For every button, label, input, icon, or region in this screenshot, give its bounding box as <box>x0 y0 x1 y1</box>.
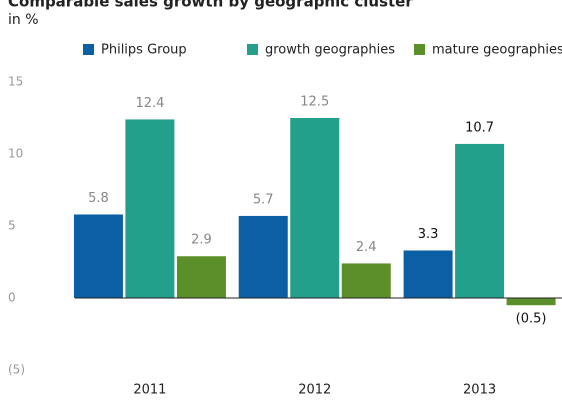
legend-swatch <box>414 44 425 55</box>
data-label: 12.5 <box>300 95 329 110</box>
data-label: 10.7 <box>465 120 494 135</box>
bar <box>403 250 453 298</box>
chart-subtitle: in % <box>8 12 39 28</box>
bar <box>290 118 340 298</box>
data-label: 12.4 <box>135 96 164 111</box>
legend-label: mature geographies <box>432 43 562 58</box>
data-label: (0.5) <box>516 312 547 327</box>
bar <box>238 215 288 298</box>
data-label: 2.9 <box>191 233 212 248</box>
data-label: 5.7 <box>253 192 274 207</box>
bar <box>73 214 123 298</box>
data-label: 3.3 <box>418 227 439 242</box>
bar <box>506 298 556 306</box>
bar <box>176 256 226 298</box>
x-tick-label: 2011 <box>133 383 166 398</box>
legend-swatch <box>83 44 94 55</box>
bar <box>341 263 391 298</box>
y-tick-label: (5) <box>8 363 25 377</box>
legend-label: Philips Group <box>101 43 187 58</box>
bar <box>455 143 505 298</box>
y-tick-label: 0 <box>8 291 16 305</box>
y-tick-label: 15 <box>8 75 23 89</box>
x-tick-label: 2013 <box>463 383 496 398</box>
y-tick-label: 5 <box>8 219 16 233</box>
data-label: 5.8 <box>88 191 109 206</box>
chart-title: Comparable sales growth by geographic cl… <box>8 0 413 11</box>
legend-swatch <box>247 44 258 55</box>
legend-label: growth geographies <box>265 43 395 58</box>
y-tick-label: 10 <box>8 147 23 161</box>
bar <box>125 119 175 298</box>
data-label: 2.4 <box>356 240 377 255</box>
x-tick-label: 2012 <box>298 383 331 398</box>
